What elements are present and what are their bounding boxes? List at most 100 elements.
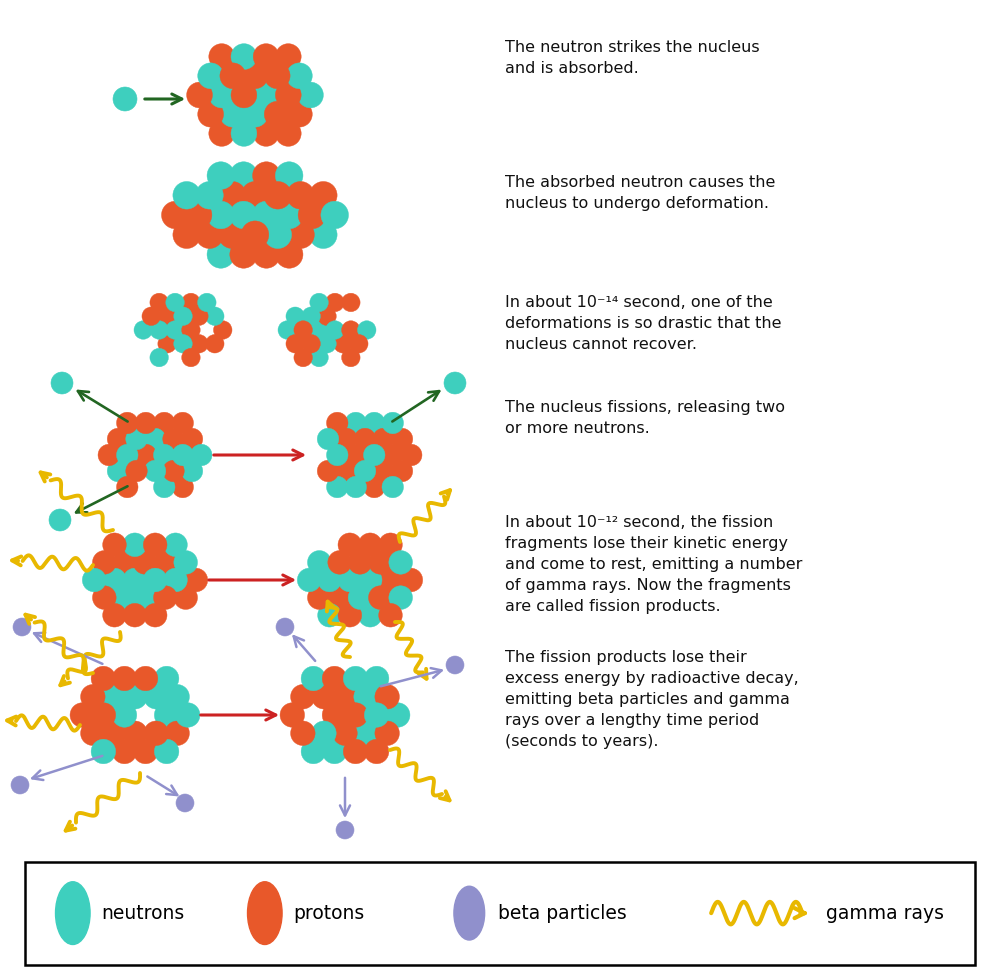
Circle shape: [123, 604, 147, 627]
Circle shape: [163, 461, 184, 482]
Circle shape: [338, 533, 362, 556]
Circle shape: [358, 568, 382, 592]
Circle shape: [336, 821, 354, 839]
Circle shape: [363, 476, 385, 498]
Ellipse shape: [454, 886, 485, 940]
Circle shape: [354, 429, 376, 450]
Circle shape: [206, 307, 224, 325]
Circle shape: [338, 568, 362, 592]
Circle shape: [142, 307, 160, 325]
Circle shape: [174, 550, 198, 575]
Circle shape: [182, 293, 200, 312]
Circle shape: [49, 509, 71, 531]
Circle shape: [327, 444, 348, 466]
Circle shape: [317, 429, 339, 450]
Circle shape: [230, 162, 257, 189]
Circle shape: [242, 63, 268, 89]
Circle shape: [275, 162, 303, 189]
Circle shape: [198, 293, 216, 312]
Text: The nucleus fissions, releasing two
or more neutrons.: The nucleus fissions, releasing two or m…: [505, 400, 785, 436]
Circle shape: [220, 63, 246, 89]
Circle shape: [382, 412, 403, 433]
Circle shape: [379, 533, 402, 556]
Circle shape: [154, 703, 179, 728]
Circle shape: [173, 181, 200, 209]
Circle shape: [326, 320, 344, 339]
Circle shape: [13, 618, 31, 636]
Circle shape: [375, 721, 399, 745]
Circle shape: [379, 604, 402, 627]
Circle shape: [318, 334, 336, 353]
Circle shape: [286, 334, 304, 353]
Circle shape: [242, 101, 268, 128]
Circle shape: [312, 721, 336, 745]
Circle shape: [253, 82, 279, 108]
Circle shape: [345, 476, 367, 498]
Circle shape: [230, 241, 257, 268]
Circle shape: [165, 721, 189, 745]
Circle shape: [103, 533, 126, 556]
Circle shape: [117, 412, 138, 433]
Circle shape: [310, 221, 337, 248]
Circle shape: [150, 320, 168, 339]
Circle shape: [399, 568, 423, 592]
Circle shape: [165, 685, 189, 709]
Circle shape: [133, 666, 158, 691]
Circle shape: [345, 444, 367, 466]
Circle shape: [81, 721, 105, 745]
Circle shape: [174, 585, 198, 610]
Circle shape: [253, 202, 280, 229]
Circle shape: [301, 666, 326, 691]
Circle shape: [117, 444, 138, 466]
Circle shape: [133, 585, 157, 610]
Circle shape: [220, 101, 246, 128]
Circle shape: [264, 101, 290, 128]
Circle shape: [102, 685, 126, 709]
Circle shape: [158, 307, 176, 325]
Circle shape: [113, 87, 137, 111]
Circle shape: [173, 221, 200, 248]
Circle shape: [317, 461, 339, 482]
Circle shape: [294, 349, 312, 367]
Circle shape: [144, 429, 166, 450]
Circle shape: [154, 585, 177, 610]
Circle shape: [354, 721, 378, 745]
Circle shape: [207, 162, 235, 189]
Circle shape: [363, 444, 385, 466]
Circle shape: [373, 461, 394, 482]
Circle shape: [164, 568, 187, 592]
Circle shape: [135, 412, 157, 433]
Circle shape: [123, 685, 147, 709]
Circle shape: [214, 320, 232, 339]
Circle shape: [287, 221, 314, 248]
Circle shape: [297, 568, 321, 592]
Circle shape: [82, 568, 106, 592]
Circle shape: [112, 703, 137, 728]
Circle shape: [286, 101, 312, 128]
Circle shape: [190, 307, 208, 325]
Circle shape: [218, 221, 246, 248]
Circle shape: [275, 82, 301, 108]
Circle shape: [182, 320, 200, 339]
Circle shape: [103, 568, 126, 592]
Circle shape: [364, 739, 389, 764]
Circle shape: [275, 121, 301, 146]
Circle shape: [307, 550, 331, 575]
Circle shape: [318, 568, 341, 592]
Circle shape: [391, 429, 413, 450]
Circle shape: [328, 550, 351, 575]
Circle shape: [144, 685, 168, 709]
Circle shape: [126, 461, 147, 482]
Text: gamma rays: gamma rays: [826, 904, 944, 922]
Circle shape: [209, 82, 235, 108]
Circle shape: [286, 63, 312, 89]
Circle shape: [154, 666, 179, 691]
Circle shape: [231, 44, 257, 69]
Circle shape: [134, 320, 152, 339]
Circle shape: [369, 585, 392, 610]
Circle shape: [253, 241, 280, 268]
Circle shape: [302, 307, 320, 325]
Circle shape: [342, 320, 360, 339]
Circle shape: [209, 121, 235, 146]
Circle shape: [342, 293, 360, 312]
